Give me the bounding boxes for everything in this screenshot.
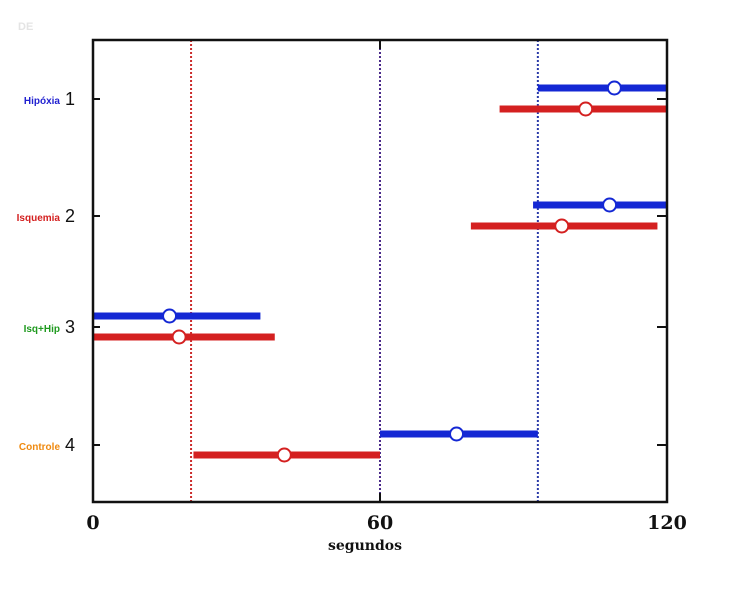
category-name-3: Isq+Hip — [24, 324, 60, 335]
mean-dot-s2-cat4 — [276, 447, 292, 463]
category-name-2: Isquemia — [17, 213, 61, 224]
x-tick-label-0: 0 — [86, 512, 99, 534]
axes — [91, 38, 669, 504]
x-tick-label-60: 60 — [367, 512, 393, 534]
mean-dot-s1-cat2 — [602, 197, 618, 213]
category-number-4: 4 — [65, 435, 75, 455]
x-tick-label-120: 120 — [647, 512, 687, 534]
category-number-1: 1 — [65, 89, 75, 109]
mean-dot-s1-cat4 — [449, 426, 465, 442]
category-number-2: 2 — [65, 206, 75, 226]
mean-dot-s2-cat2 — [554, 218, 570, 234]
reference-lines — [190, 40, 539, 502]
category-number-3: 3 — [65, 317, 75, 337]
mean-dot-s1-cat1 — [606, 80, 622, 96]
mean-dot-s2-cat3 — [171, 329, 187, 345]
category-name-4: Controle — [19, 442, 61, 453]
x-axis-label: segundos — [328, 538, 402, 554]
range-bars — [93, 80, 667, 463]
category-name-1: Hipóxia — [24, 96, 61, 107]
mean-dot-s1-cat3 — [162, 308, 178, 324]
corner-label: DE — [18, 21, 33, 33]
mean-dot-s2-cat1 — [578, 101, 594, 117]
